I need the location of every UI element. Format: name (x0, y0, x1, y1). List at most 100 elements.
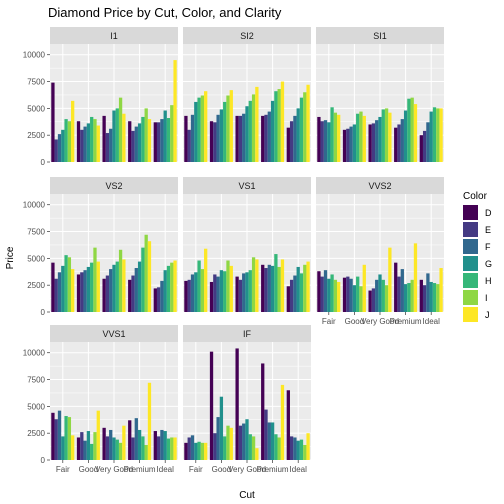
bar (64, 416, 68, 460)
bar (122, 425, 126, 460)
bar (200, 269, 205, 312)
bar (264, 409, 268, 460)
facet-strip (50, 27, 178, 44)
y-tick-label: 7500 (27, 376, 45, 385)
bar (96, 125, 100, 162)
bar (303, 444, 307, 460)
bar (419, 279, 423, 312)
legend-title: Color (463, 191, 488, 202)
bar (86, 266, 91, 312)
x-tick-label: Very Good (95, 465, 133, 474)
bar (352, 124, 357, 162)
bar (296, 440, 300, 460)
bar (320, 121, 324, 162)
bar (426, 273, 430, 312)
bar (317, 271, 321, 312)
bar (359, 286, 363, 312)
bar (333, 112, 338, 162)
bar (368, 124, 372, 162)
bar (439, 108, 443, 162)
bar (190, 435, 195, 460)
bar (209, 351, 214, 460)
bar (293, 437, 297, 460)
bar (410, 279, 414, 312)
bar (270, 100, 275, 162)
facet-label: I1 (110, 31, 118, 41)
bar (112, 437, 116, 460)
bar (76, 437, 81, 460)
bar (330, 107, 334, 162)
bar (280, 384, 285, 460)
bar (403, 284, 408, 312)
bar (299, 97, 304, 162)
bar (289, 121, 294, 162)
bar (71, 269, 75, 312)
bar (346, 128, 350, 162)
bar (299, 439, 304, 460)
bar (96, 410, 100, 460)
facet-panel: SI2 (183, 27, 311, 163)
bar (320, 276, 324, 312)
x-tick-label: Good (212, 465, 232, 474)
bar (83, 126, 87, 162)
x-tick-label: Fair (56, 465, 70, 474)
bar (251, 257, 256, 312)
x-tick-label: Fair (189, 465, 203, 474)
bar (160, 429, 164, 460)
bar (422, 130, 427, 162)
bar (71, 435, 75, 460)
bar (400, 119, 404, 162)
bar (80, 272, 84, 312)
bar (90, 262, 94, 312)
bar (356, 113, 360, 162)
bar (204, 91, 208, 162)
bar (141, 247, 145, 312)
facet-panel: VS2 0 2500 5000 7500 10000 (23, 177, 178, 317)
bar (248, 100, 252, 162)
bar (153, 288, 157, 312)
bar (96, 261, 100, 312)
bar (397, 124, 401, 162)
x-tick-label: Ideal (290, 465, 308, 474)
bar (118, 249, 123, 312)
bar (76, 274, 81, 312)
bar (407, 98, 411, 162)
bar (226, 425, 230, 460)
bar (128, 279, 132, 312)
bar (86, 431, 91, 460)
bar (400, 269, 404, 312)
bar (388, 247, 392, 312)
bar (306, 261, 310, 312)
bar (194, 101, 198, 162)
legend-label: H (485, 276, 492, 286)
bar (303, 92, 307, 162)
bar (166, 438, 171, 460)
bar (397, 276, 401, 312)
bar (323, 270, 328, 312)
bar (342, 129, 347, 162)
bar (57, 410, 62, 460)
bar (261, 264, 265, 312)
bar (327, 122, 331, 162)
bar (213, 122, 217, 162)
x-tick-label: Very Good (361, 317, 399, 326)
bar (213, 274, 217, 312)
bar (286, 127, 290, 162)
bar (384, 108, 389, 162)
bar (280, 259, 285, 312)
bar (394, 127, 398, 162)
bar (115, 439, 119, 460)
bar (306, 84, 310, 162)
bar (375, 279, 379, 312)
facet-panel: SI1 (316, 27, 444, 163)
facet-label: VVS2 (368, 181, 391, 191)
bar (128, 121, 132, 162)
bar (147, 119, 152, 162)
bar (394, 262, 398, 312)
y-tick-label: 2500 (27, 281, 45, 290)
bar (173, 260, 177, 312)
y-tick-label: 5000 (27, 104, 45, 113)
bar (280, 81, 285, 162)
bar (184, 115, 188, 162)
bar (160, 119, 164, 162)
